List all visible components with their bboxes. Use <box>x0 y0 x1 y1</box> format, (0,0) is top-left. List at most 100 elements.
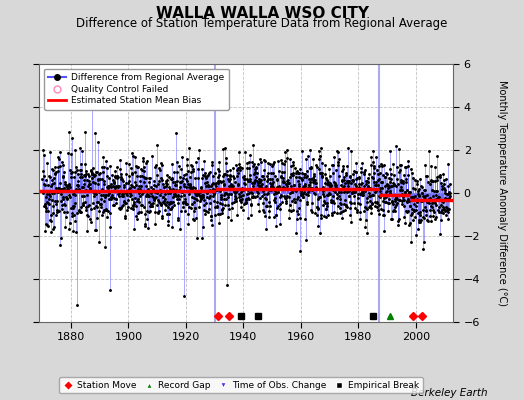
Point <box>339 184 347 190</box>
Point <box>125 173 134 180</box>
Point <box>85 202 93 208</box>
Point <box>40 203 48 210</box>
Point <box>225 205 234 212</box>
Point <box>181 196 189 202</box>
Point <box>136 173 145 179</box>
Point <box>396 186 404 193</box>
Point <box>354 195 362 202</box>
Point <box>326 191 334 197</box>
Point <box>245 159 253 166</box>
Point <box>86 168 95 174</box>
Point <box>232 189 241 195</box>
Point <box>150 197 158 203</box>
Point <box>246 151 255 158</box>
Point <box>232 162 240 168</box>
Point <box>441 195 449 201</box>
Point <box>347 180 355 186</box>
Point <box>188 200 196 207</box>
Point <box>50 224 58 230</box>
Point <box>119 198 128 204</box>
Point <box>106 286 114 293</box>
Point <box>136 202 145 208</box>
Point <box>309 177 317 184</box>
Point <box>268 181 276 187</box>
Point <box>225 176 234 182</box>
Point <box>289 162 298 168</box>
Point <box>337 209 345 215</box>
Point <box>99 169 107 176</box>
Point <box>270 190 278 197</box>
Point <box>300 183 308 189</box>
Point <box>238 184 246 191</box>
Point <box>256 179 264 186</box>
Point <box>332 184 340 190</box>
Point <box>192 214 200 221</box>
Point <box>373 199 381 205</box>
Point <box>374 176 383 183</box>
Point <box>421 161 429 168</box>
Point <box>429 192 437 199</box>
Point <box>338 178 346 184</box>
Point <box>220 196 228 202</box>
Point <box>269 160 278 167</box>
Point <box>440 176 448 183</box>
Point <box>205 187 214 193</box>
Point <box>56 180 64 187</box>
Point <box>48 180 56 187</box>
Point <box>61 224 69 230</box>
Point <box>136 192 144 199</box>
Point <box>197 196 205 202</box>
Point <box>172 159 181 165</box>
Point <box>332 186 340 192</box>
Point <box>57 198 66 204</box>
Point <box>61 181 69 187</box>
Point <box>314 196 322 203</box>
Point <box>358 192 367 198</box>
Point <box>122 170 130 177</box>
Point <box>279 178 288 184</box>
Point <box>140 179 149 186</box>
Point <box>275 183 283 190</box>
Point <box>419 246 428 252</box>
Point <box>105 175 114 182</box>
Point <box>199 194 208 200</box>
Point <box>340 174 348 180</box>
Point <box>48 197 57 204</box>
Point <box>121 215 129 222</box>
Point <box>214 211 222 218</box>
Point <box>101 192 110 198</box>
Point <box>425 213 434 220</box>
Point <box>53 208 61 215</box>
Point <box>414 188 422 194</box>
Point <box>287 171 295 178</box>
Point <box>202 188 211 195</box>
Point <box>433 174 441 180</box>
Point <box>164 222 172 228</box>
Point <box>307 206 315 213</box>
Point <box>63 196 71 203</box>
Point <box>132 163 140 169</box>
Point <box>395 146 403 152</box>
Point <box>80 177 88 183</box>
Point <box>283 154 292 161</box>
Point <box>365 193 374 199</box>
Point <box>377 179 385 185</box>
Point <box>104 185 113 191</box>
Point <box>343 179 352 186</box>
Point <box>221 171 230 178</box>
Point <box>193 175 202 181</box>
Point <box>429 207 438 214</box>
Point <box>115 156 124 163</box>
Point <box>235 161 243 168</box>
Point <box>357 168 365 175</box>
Point <box>127 170 136 177</box>
Point <box>52 188 61 195</box>
Text: WALLA WALLA WSO CITY: WALLA WALLA WSO CITY <box>156 6 368 21</box>
Point <box>441 208 449 214</box>
Y-axis label: Monthly Temperature Anomaly Difference (°C): Monthly Temperature Anomaly Difference (… <box>497 80 507 306</box>
Point <box>94 181 102 188</box>
Point <box>163 204 172 210</box>
Point <box>354 175 363 182</box>
Point <box>311 180 319 186</box>
Point <box>325 184 334 190</box>
